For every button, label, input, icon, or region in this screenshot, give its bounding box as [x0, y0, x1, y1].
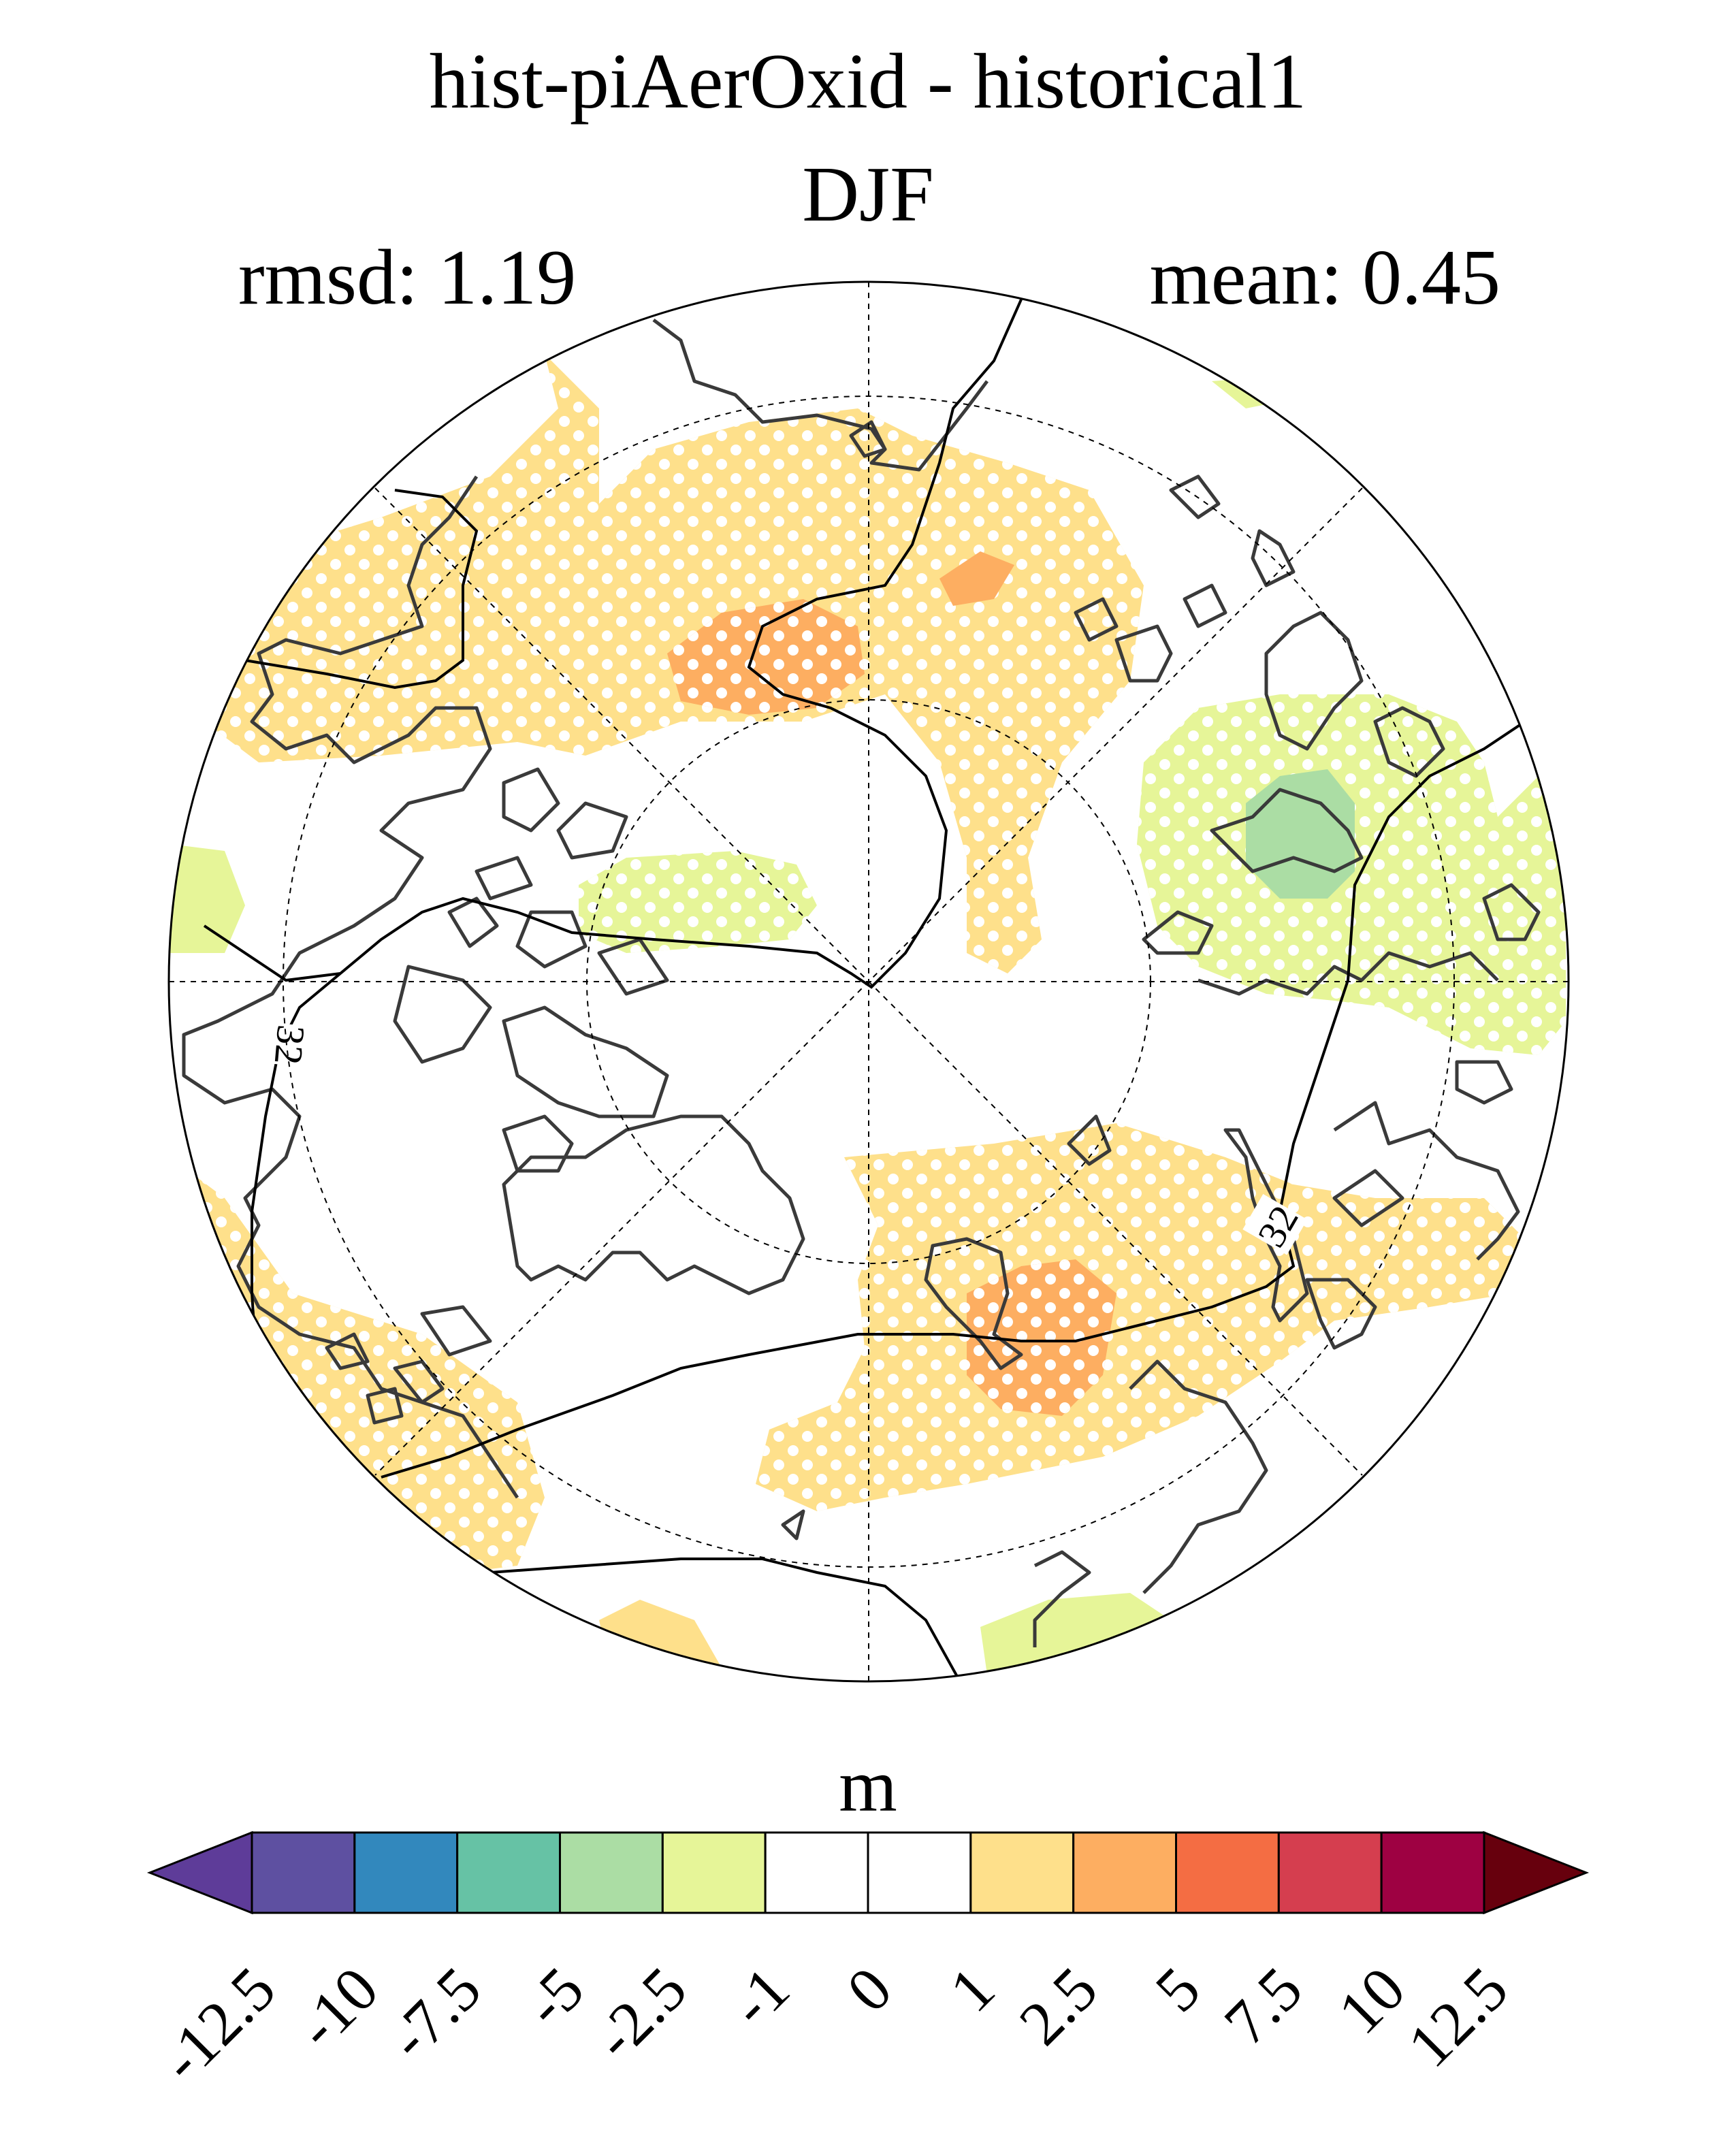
- colorbar-bin: [1072, 1831, 1177, 1914]
- colorbar-bin: [559, 1831, 664, 1914]
- colorbar-bin: [764, 1831, 869, 1914]
- season-label: DJF: [802, 151, 934, 238]
- strong-positive-anomaly-stipple: [667, 599, 1116, 1416]
- mean-label: mean: 0.45: [1149, 234, 1500, 321]
- contour-label-left: 32: [266, 1022, 321, 1068]
- colorbar-bin: [969, 1831, 1075, 1914]
- colorbar-bin: [1483, 1830, 1590, 1915]
- graticule: [169, 282, 1569, 1681]
- map-disk: 32 32: [169, 282, 1569, 1681]
- colorbar-bin: [1277, 1831, 1383, 1914]
- svg-text:32: 32: [266, 1023, 314, 1066]
- map-title: hist-piAerOxid - historical1: [429, 38, 1307, 125]
- map-boundary: [167, 280, 1570, 1683]
- colorbar-units: m: [839, 1744, 897, 1827]
- colorbar-bin: [146, 1830, 253, 1915]
- colorbar-bin: [353, 1831, 459, 1914]
- colorbar-bin: [1380, 1831, 1485, 1914]
- colorbar-bin: [867, 1831, 972, 1914]
- colorbar-bin: [456, 1831, 562, 1914]
- colorbar: [146, 1830, 1590, 1915]
- colorbar-bin: [1175, 1831, 1280, 1914]
- colorbar-bin: [661, 1831, 767, 1914]
- colorbar-bin: [251, 1831, 356, 1914]
- rmsd-label: rmsd: 1.19: [238, 234, 577, 321]
